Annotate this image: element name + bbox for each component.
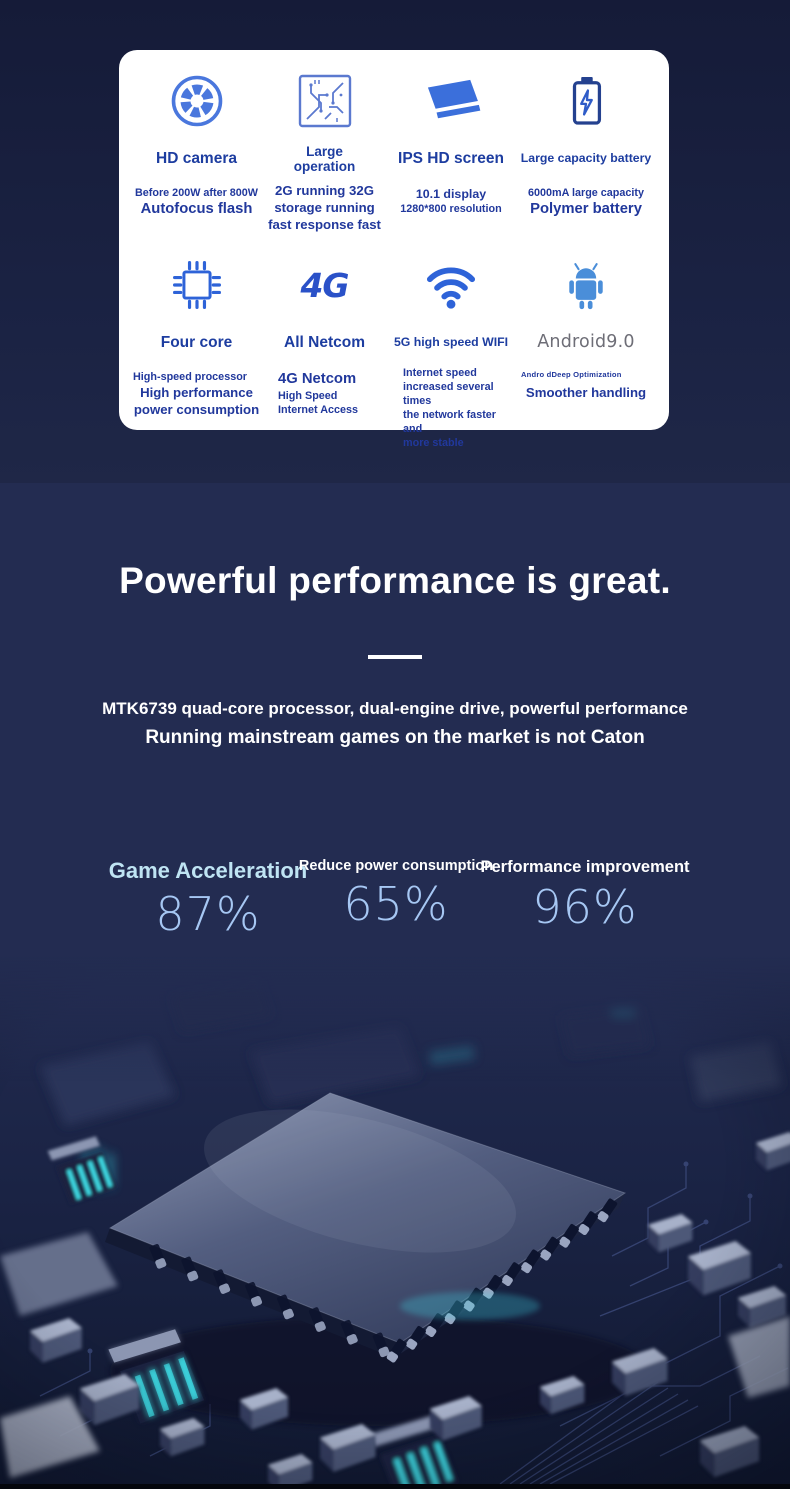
4g-icon: 4G (300, 265, 349, 305)
feature-desc-line: storage running (274, 200, 375, 216)
feature-android: Android9.0 Andro dDeep Optimization Smoo… (515, 254, 657, 430)
divider-line (368, 655, 422, 659)
feature-wifi: 5G high speed WIFI Internet speed increa… (387, 254, 515, 449)
feature-desc-line: Polymer battery (530, 201, 642, 218)
feature-desc-line: 1280*800 resolution (400, 203, 502, 216)
stat-label: Reduce power consumption (298, 858, 494, 874)
feature-title: Large operation (293, 143, 356, 174)
aperture-icon (131, 70, 262, 132)
android-icon (515, 254, 657, 316)
features-section: HD camera Before 200W after 800W Autofoc… (0, 0, 790, 483)
stat-performance-improvement: Performance improvement 96% (480, 858, 689, 934)
stat-game-acceleration: Game Acceleration 87% (109, 858, 308, 941)
stat-power-consumption: Reduce power consumption 65% (299, 858, 493, 931)
feature-hd-camera: HD camera Before 200W after 800W Autofoc… (131, 70, 262, 246)
feature-desc-line: Before 200W after 800W (134, 187, 258, 199)
feature-title: Large capacity battery (520, 151, 652, 166)
feature-desc-line: Internet Access (278, 404, 359, 417)
feature-desc-line: 6000mA large capacity (527, 187, 645, 199)
feature-desc-line: High Speed (278, 390, 338, 403)
performance-subtitle-1: MTK6739 quad-core processor, dual-engine… (102, 699, 688, 718)
feature-ips-screen: IPS HD screen 10.1 display 1280*800 reso… (387, 70, 515, 246)
circuit-board-icon (262, 70, 387, 132)
bottom-black-bar (0, 1484, 790, 1489)
feature-desc-line: increased several times (403, 381, 494, 408)
battery-icon (515, 70, 657, 132)
screen-icon (387, 70, 515, 132)
feature-desc-line: High performance (140, 385, 253, 401)
performance-section: Powerful performance is great. MTK6739 q… (0, 483, 790, 956)
stat-label: Performance improvement (480, 858, 690, 876)
feature-desc-line: High-speed processor (133, 371, 247, 383)
feature-battery: Large capacity battery 6000mA large capa… (515, 70, 657, 246)
feature-desc-line: more stable (403, 437, 464, 450)
feature-desc-line: Smoother handling (525, 384, 647, 400)
section-title: Powerful performance is great. (119, 560, 671, 601)
feature-title: 5G high speed WIFI (393, 335, 509, 350)
stat-label: Game Acceleration (108, 858, 308, 883)
feature-four-core: Four core High-speed processor High perf… (131, 254, 262, 430)
feature-desc-line: the network faster and (403, 409, 496, 436)
feature-desc-line: Andro dDeep Optimization (521, 370, 622, 379)
cpu-icon (131, 254, 262, 316)
stat-value: 96% (532, 880, 638, 934)
feature-desc-line: 4G Netcom (278, 371, 357, 387)
stat-value: 65% (343, 877, 449, 931)
feature-desc-line: power consumption (133, 402, 260, 418)
feature-title: IPS HD screen (398, 150, 504, 168)
feature-desc-line: 2G running 32G (275, 183, 374, 198)
features-card: HD camera Before 200W after 800W Autofoc… (119, 50, 669, 449)
feature-desc-line: Internet speed (403, 367, 477, 379)
feature-desc-line: fast response fast (268, 217, 381, 233)
feature-desc-line: Autofocus flash (140, 201, 253, 218)
stat-value: 87% (155, 887, 261, 941)
feature-title: Android9.0 (537, 332, 635, 353)
feature-title: All Netcom (284, 334, 365, 352)
feature-large-operation: Large operation 2G running 32G storage r… (262, 70, 387, 246)
feature-all-netcom: 4G All Netcom 4G Netcom High Speed Inter… (262, 254, 387, 430)
performance-subtitle-2: Running mainstream games on the market i… (145, 727, 645, 748)
circuit-board-image (0, 956, 790, 1489)
feature-desc-line: 10.1 display (415, 187, 487, 201)
wifi-icon (387, 254, 515, 316)
feature-title: Four core (160, 334, 233, 352)
feature-title: HD camera (156, 150, 237, 168)
